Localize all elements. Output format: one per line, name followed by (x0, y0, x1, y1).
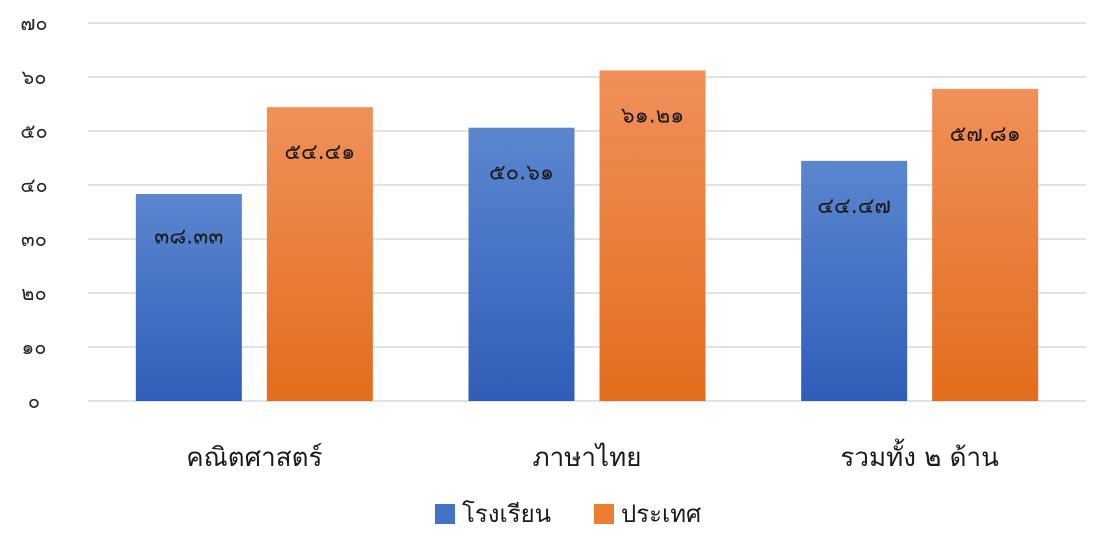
gridlines (88, 22, 1086, 402)
legend-label: ประเทศ (621, 500, 701, 528)
data-label: ๕๐.๖๑ (489, 161, 554, 186)
data-label: ๔๔.๔๗ (817, 194, 891, 219)
y-tick-label: ๕๐ (20, 119, 47, 143)
y-tick-label: ๔๐ (20, 173, 47, 197)
bar-country (266, 107, 373, 401)
x-category-label: ภาษาไทย (533, 442, 642, 473)
y-tick-label: ๒๐ (21, 281, 46, 305)
bar-school (801, 160, 908, 401)
y-tick-label: ๖๐ (22, 65, 47, 89)
legend: โรงเรียน ประเทศ (435, 500, 701, 528)
data-label: ๕๔.๔๑ (284, 140, 355, 165)
legend-swatch-country (594, 504, 614, 524)
y-tick-label: ๓๐ (21, 227, 47, 251)
y-tick-label: ๐ (28, 389, 40, 413)
legend-label: โรงเรียน (462, 500, 551, 528)
data-label: ๓๘.๓๓ (154, 224, 223, 249)
x-axis-categories: คณิตศาสตร์ ภาษาไทย รวมทั้ง ๒ ด้าน (186, 438, 999, 473)
bar-school (135, 194, 242, 401)
bars (135, 70, 1039, 402)
x-category-label: รวมทั้ง ๒ ด้าน (840, 438, 999, 473)
x-category-label: คณิตศาสตร์ (186, 443, 322, 473)
y-tick-label: ๗๐ (20, 11, 47, 35)
bar-country (932, 88, 1039, 402)
data-label: ๖๑.๒๑ (621, 103, 684, 128)
y-axis-ticks: ๐ ๑๐ ๒๐ ๓๐ ๔๐ ๕๐ ๖๐ ๗๐ (20, 11, 47, 413)
bar-school (468, 127, 575, 402)
legend-swatch-school (435, 504, 455, 524)
bar-country (599, 70, 706, 401)
data-label: ๕๗.๘๑ (950, 122, 1021, 147)
y-tick-label: ๑๐ (22, 335, 47, 359)
